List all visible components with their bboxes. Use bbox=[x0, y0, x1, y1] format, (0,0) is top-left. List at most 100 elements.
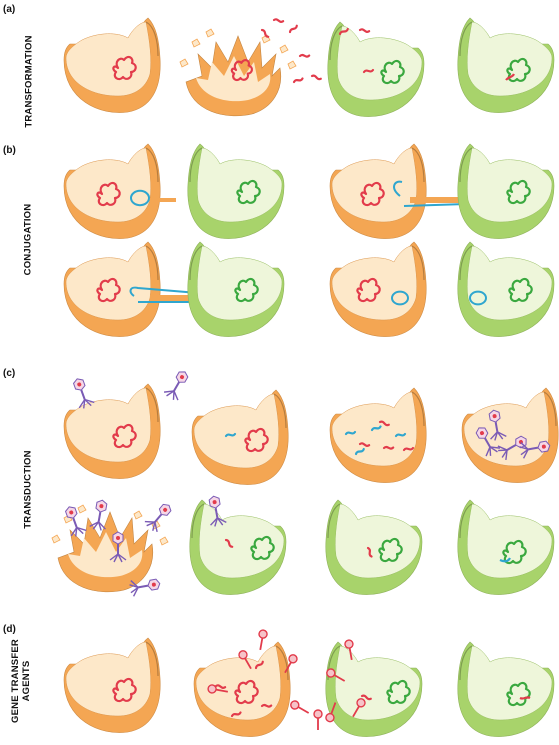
cell-c7-recipient bbox=[325, 499, 423, 595]
dna-fragment-a3 bbox=[362, 68, 375, 74]
phage-leg bbox=[497, 431, 507, 438]
cell-lip bbox=[459, 645, 473, 681]
phage-leg bbox=[76, 526, 87, 532]
cell-debris bbox=[133, 510, 143, 520]
phage-leg bbox=[494, 431, 499, 441]
chromosome-c1 bbox=[112, 423, 137, 449]
gta-d-2 bbox=[284, 654, 298, 674]
phage-leg bbox=[490, 431, 498, 440]
gta-tail bbox=[348, 647, 353, 661]
cell-lip bbox=[459, 245, 473, 281]
phage-leg bbox=[498, 449, 508, 452]
cell-c4-donor bbox=[461, 387, 559, 483]
cell-lip bbox=[189, 245, 203, 281]
gta-head bbox=[290, 700, 300, 710]
cell-debris bbox=[159, 536, 169, 546]
dna-fragment-a bbox=[292, 77, 304, 84]
phage-c1-free bbox=[163, 371, 189, 401]
chromosome-b4 bbox=[506, 179, 531, 205]
cell-lip bbox=[459, 21, 473, 57]
gta-d-7 bbox=[344, 639, 354, 661]
chromosome-a3 bbox=[380, 59, 405, 85]
dna-fragment-a bbox=[260, 28, 270, 38]
cell-debris bbox=[51, 534, 61, 544]
phage-leg bbox=[89, 521, 99, 528]
phage-dna bbox=[541, 444, 546, 449]
dna-fragment-c3 bbox=[382, 445, 395, 450]
cell-lip bbox=[543, 391, 557, 427]
phage-dna bbox=[163, 507, 168, 512]
cell-debris bbox=[191, 38, 201, 48]
cell-debris bbox=[77, 504, 87, 514]
phage-leg bbox=[109, 553, 119, 561]
phage-leg bbox=[146, 521, 156, 527]
phage-leg bbox=[70, 527, 78, 537]
plasmid-b3 bbox=[393, 180, 467, 207]
cell-lip bbox=[329, 25, 343, 61]
cell-debris bbox=[205, 28, 215, 38]
phage-dna-c2 bbox=[224, 432, 237, 438]
cell-lip bbox=[411, 245, 425, 281]
plasmid-b8 bbox=[469, 290, 487, 306]
phage-tail bbox=[72, 517, 78, 528]
cell-b2-recipient bbox=[187, 143, 285, 239]
chromosome-b1 bbox=[96, 181, 121, 207]
phage-c6 bbox=[208, 495, 227, 527]
chromosome-c6 bbox=[250, 535, 275, 561]
dna-fragment-a bbox=[288, 24, 298, 34]
gta-tail bbox=[330, 702, 337, 715]
gta-d-10 bbox=[325, 702, 337, 723]
phage-leg bbox=[83, 399, 86, 409]
cell-a2-lysed bbox=[179, 28, 297, 117]
phage-dna bbox=[69, 510, 74, 515]
phage-leg bbox=[98, 521, 106, 530]
gta-head bbox=[313, 709, 323, 719]
cell-lip bbox=[189, 147, 203, 183]
phage-leg bbox=[84, 398, 95, 404]
gta-d-1 bbox=[258, 629, 268, 651]
phage-leg bbox=[130, 580, 139, 588]
gta-d-5 bbox=[290, 700, 310, 714]
gta-head bbox=[325, 712, 335, 723]
cell-d1-donor bbox=[63, 637, 161, 733]
cell-lip bbox=[411, 391, 425, 427]
cell-lip bbox=[191, 503, 205, 539]
dna-fragment-d2 bbox=[260, 703, 273, 708]
dna-fragment-a bbox=[310, 74, 322, 81]
injected-dna-c6 bbox=[224, 538, 234, 548]
phage-leg bbox=[214, 517, 219, 527]
cell-lip bbox=[145, 387, 159, 423]
cell-c2-donor bbox=[191, 389, 289, 485]
chromosome-b6 bbox=[234, 277, 259, 303]
cell-a1-donor bbox=[63, 17, 161, 113]
dna-fragment-d2 bbox=[214, 684, 227, 689]
phage-dna bbox=[116, 536, 120, 540]
phage-dna bbox=[480, 431, 484, 436]
gta-head bbox=[326, 668, 336, 678]
cell-lip bbox=[145, 147, 159, 183]
phage-leg bbox=[489, 446, 501, 449]
dna-fragment-c3 bbox=[344, 430, 357, 436]
cell-lip bbox=[145, 245, 159, 281]
dna-fragment-c3 bbox=[394, 432, 407, 438]
gta-tail bbox=[284, 661, 292, 674]
chromosome-b8 bbox=[508, 277, 533, 303]
dna-fragment-a3 bbox=[338, 27, 349, 36]
phage-dna bbox=[77, 382, 82, 387]
chromosome-c2 bbox=[244, 427, 269, 453]
phage-c4-c bbox=[519, 440, 551, 459]
cell-lip bbox=[459, 147, 473, 183]
phage-leg bbox=[505, 449, 508, 461]
cell-debris bbox=[287, 60, 297, 70]
injected-dna-d3 bbox=[360, 694, 372, 701]
phage-leg bbox=[144, 520, 155, 523]
chromosome-a2 bbox=[230, 59, 253, 82]
phage-dna bbox=[212, 500, 217, 505]
phage-c4-a bbox=[475, 427, 501, 457]
phage-tail bbox=[97, 511, 102, 523]
chromosome-c7 bbox=[378, 537, 403, 563]
integrated-dna-d4 bbox=[519, 696, 531, 700]
dna-fragment-a bbox=[298, 53, 311, 58]
chromosome-b3 bbox=[360, 181, 385, 207]
